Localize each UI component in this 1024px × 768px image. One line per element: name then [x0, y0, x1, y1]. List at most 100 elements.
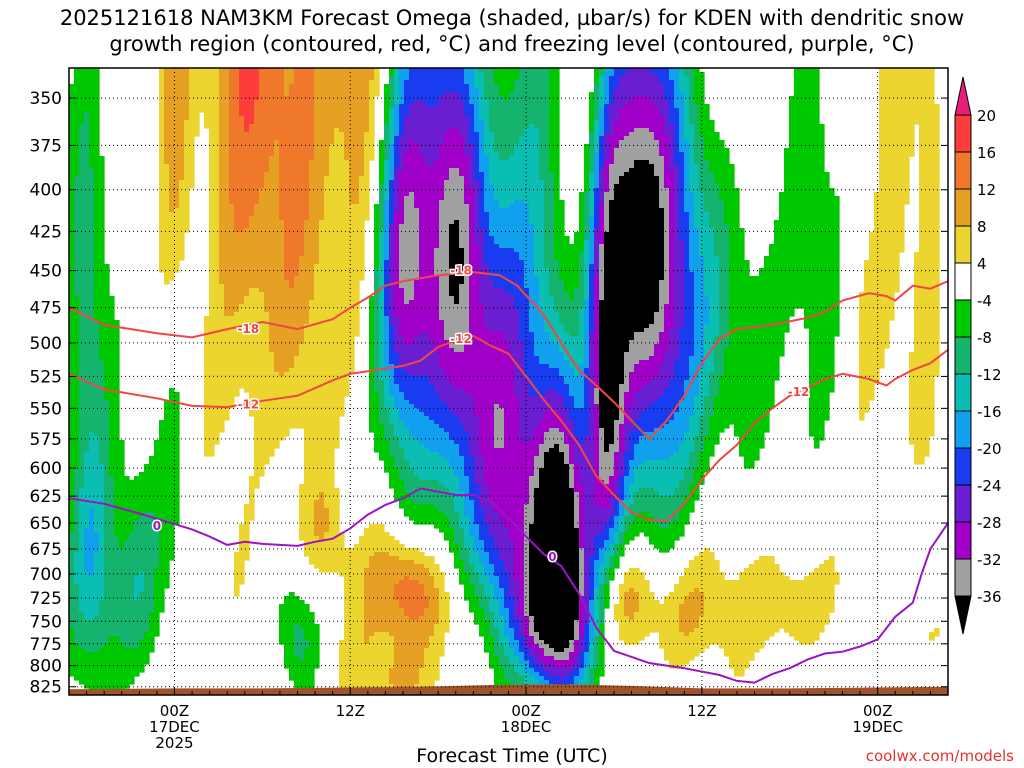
omega-cell	[689, 140, 695, 145]
omega-cell	[249, 128, 255, 133]
omega-cell	[324, 144, 330, 149]
omega-cell	[424, 80, 430, 85]
omega-cell	[469, 136, 475, 141]
omega-cell	[604, 144, 610, 149]
omega-cell	[429, 148, 435, 153]
omega-cell	[479, 100, 485, 105]
omega-cell	[489, 144, 495, 149]
omega-cell	[279, 136, 285, 141]
omega-cell	[454, 128, 460, 133]
omega-cell	[679, 132, 685, 137]
omega-cell	[289, 112, 295, 117]
omega-cell	[669, 80, 675, 85]
omega-cell	[599, 80, 605, 85]
omega-cell	[324, 72, 330, 77]
omega-cell	[394, 128, 400, 133]
omega-cell	[384, 96, 390, 101]
omega-cell	[549, 128, 555, 133]
omega-cell	[209, 128, 215, 133]
omega-cell	[594, 136, 600, 141]
omega-cell	[469, 72, 475, 77]
omega-cell	[624, 72, 630, 77]
omega-cell	[214, 128, 220, 133]
omega-cell	[904, 132, 910, 137]
omega-cell	[204, 76, 210, 81]
omega-cell	[539, 100, 545, 105]
omega-cell	[899, 140, 905, 145]
omega-cell	[704, 120, 710, 125]
omega-cell	[169, 116, 175, 121]
omega-cell	[889, 100, 895, 105]
omega-cell	[284, 132, 290, 137]
omega-cell	[709, 144, 715, 149]
omega-cell	[499, 76, 505, 81]
omega-cell	[379, 144, 385, 149]
omega-cell	[644, 140, 650, 145]
omega-cell	[474, 92, 480, 97]
omega-cell	[499, 112, 505, 117]
omega-cell	[359, 84, 365, 89]
omega-cell	[194, 116, 200, 121]
omega-cell	[274, 92, 280, 97]
omega-cell	[924, 92, 930, 97]
omega-cell	[394, 76, 400, 81]
omega-cell	[209, 124, 215, 129]
omega-cell	[204, 100, 210, 105]
omega-cell	[899, 120, 905, 125]
omega-cell	[639, 144, 645, 149]
omega-cell	[609, 124, 615, 129]
omega-cell	[164, 116, 170, 121]
omega-cell	[329, 100, 335, 105]
omega-cell	[79, 108, 85, 113]
omega-cell	[409, 100, 415, 105]
omega-cell	[899, 84, 905, 89]
omega-cell	[354, 128, 360, 133]
omega-cell	[389, 104, 395, 109]
omega-cell	[519, 80, 525, 85]
omega-cell	[624, 104, 630, 109]
omega-cell	[254, 116, 260, 121]
omega-cell	[184, 104, 190, 109]
omega-cell	[344, 84, 350, 89]
omega-cell	[454, 136, 460, 141]
omega-cell	[554, 120, 560, 125]
omega-cell	[914, 92, 920, 97]
omega-cell	[419, 72, 425, 77]
omega-cell	[639, 80, 645, 85]
omega-cell	[234, 112, 240, 117]
omega-cell	[159, 116, 165, 121]
omega-cell	[629, 124, 635, 129]
omega-cell	[339, 80, 345, 85]
omega-cell	[934, 132, 940, 137]
omega-cell	[394, 72, 400, 77]
omega-cell	[884, 80, 890, 85]
omega-cell	[289, 116, 295, 121]
omega-cell	[509, 80, 515, 85]
omega-cell	[404, 72, 410, 77]
omega-cell	[309, 84, 315, 89]
omega-cell	[894, 104, 900, 109]
omega-cell	[414, 100, 420, 105]
omega-cell	[549, 108, 555, 113]
omega-cell	[479, 140, 485, 145]
omega-cell	[399, 136, 405, 141]
omega-cell	[204, 124, 210, 129]
omega-cell	[289, 140, 295, 145]
omega-cell	[934, 144, 940, 149]
omega-cell	[424, 72, 430, 77]
omega-cell	[204, 120, 210, 125]
omega-cell	[529, 104, 535, 109]
omega-cell	[159, 84, 165, 89]
omega-cell	[624, 84, 630, 89]
omega-cell	[94, 108, 100, 113]
omega-cell	[94, 100, 100, 105]
omega-cell	[649, 112, 655, 117]
omega-cell	[204, 72, 210, 77]
omega-cell	[929, 72, 935, 77]
omega-cell	[89, 100, 95, 105]
omega-cell	[664, 112, 670, 117]
omega-cell	[819, 128, 825, 133]
omega-cell	[374, 76, 380, 81]
omega-cell	[619, 76, 625, 81]
omega-cell	[224, 88, 230, 93]
